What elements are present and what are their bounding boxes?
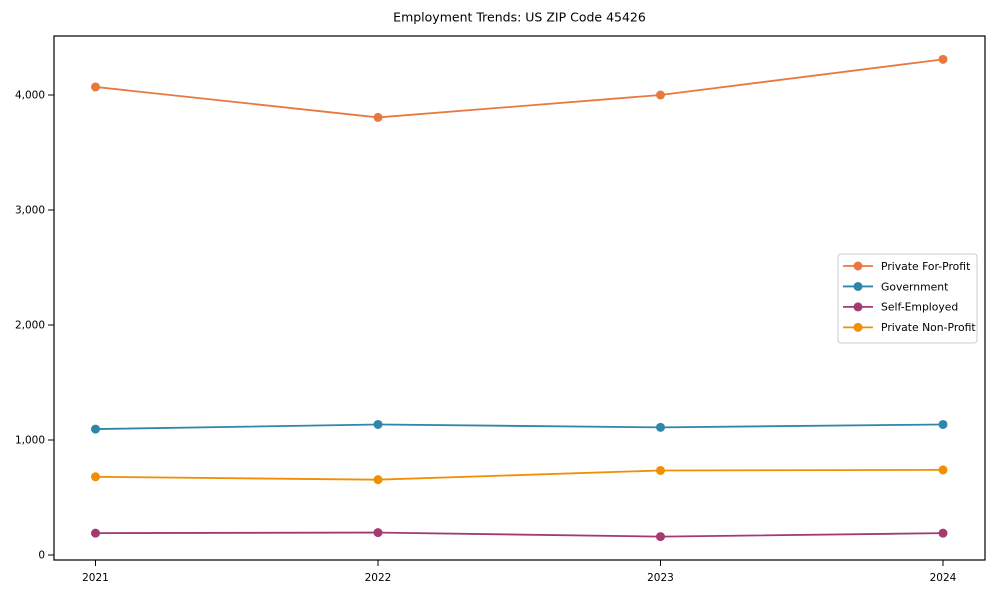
y-tick-label: 1,000 bbox=[15, 435, 45, 447]
point-government-2023 bbox=[656, 422, 665, 432]
point-government-2024 bbox=[938, 419, 948, 429]
y-tick-label: 4,000 bbox=[15, 90, 45, 102]
series-layer bbox=[91, 54, 948, 542]
legend-label: Private For-Profit bbox=[881, 260, 970, 273]
legend-entry-self-employed: Self-Employed bbox=[843, 301, 958, 314]
legend-marker-self-employed bbox=[853, 302, 863, 312]
x-tick-label: 2024 bbox=[930, 572, 957, 584]
legend-entry-private-non-profit: Private Non-Profit bbox=[843, 321, 976, 334]
series-line-government bbox=[94, 423, 944, 430]
y-tick-label: 3,000 bbox=[15, 205, 45, 217]
point-self-employed-2023 bbox=[656, 532, 665, 542]
point-self-employed-2024 bbox=[938, 528, 948, 538]
point-private-non-profit-2022 bbox=[373, 475, 383, 485]
point-private-for-profit-2021 bbox=[91, 82, 100, 92]
x-tick-label: 2022 bbox=[365, 572, 392, 584]
point-private-for-profit-2022 bbox=[373, 112, 383, 122]
point-self-employed-2022 bbox=[373, 528, 383, 538]
point-government-2021 bbox=[91, 424, 100, 434]
plot-border bbox=[53, 35, 986, 561]
legend-marker-government bbox=[853, 281, 863, 291]
series-line-private-for-profit bbox=[94, 58, 944, 119]
legend: Private For-Profit Government Self-Employe… bbox=[837, 253, 978, 344]
series-line-self-employed bbox=[94, 531, 944, 538]
legend-marker-private-for-profit bbox=[853, 261, 863, 271]
point-private-non-profit-2023 bbox=[656, 465, 665, 475]
legend-label: Self-Employed bbox=[881, 301, 958, 314]
legend-label: Private Non-Profit bbox=[881, 321, 976, 334]
point-government-2022 bbox=[373, 419, 383, 429]
point-private-non-profit-2024 bbox=[938, 465, 948, 475]
y-tick-label: 0 bbox=[38, 550, 45, 562]
legend-label: Government bbox=[881, 280, 948, 293]
point-private-for-profit-2024 bbox=[938, 54, 948, 64]
legend-marker-private-non-profit bbox=[853, 322, 863, 332]
legend-box bbox=[837, 253, 978, 344]
x-tick-label: 2021 bbox=[82, 572, 109, 584]
x-tick-label: 2023 bbox=[647, 572, 674, 584]
plot-frame bbox=[53, 35, 986, 561]
point-private-non-profit-2021 bbox=[91, 472, 100, 482]
point-self-employed-2021 bbox=[91, 528, 100, 538]
legend-entry-private-for-profit: Private For-Profit bbox=[843, 260, 970, 273]
axes: 0 1,000 2,000 3,000 4,000 2021 2022 2023 2024 bbox=[15, 90, 957, 584]
y-tick-label: 2,000 bbox=[15, 320, 45, 332]
chart-title: Employment Trends: US ZIP Code 45426 bbox=[393, 10, 646, 25]
point-private-for-profit-2023 bbox=[656, 90, 665, 100]
series-line-private-non-profit bbox=[94, 468, 944, 481]
legend-entry-government: Government bbox=[843, 280, 948, 293]
